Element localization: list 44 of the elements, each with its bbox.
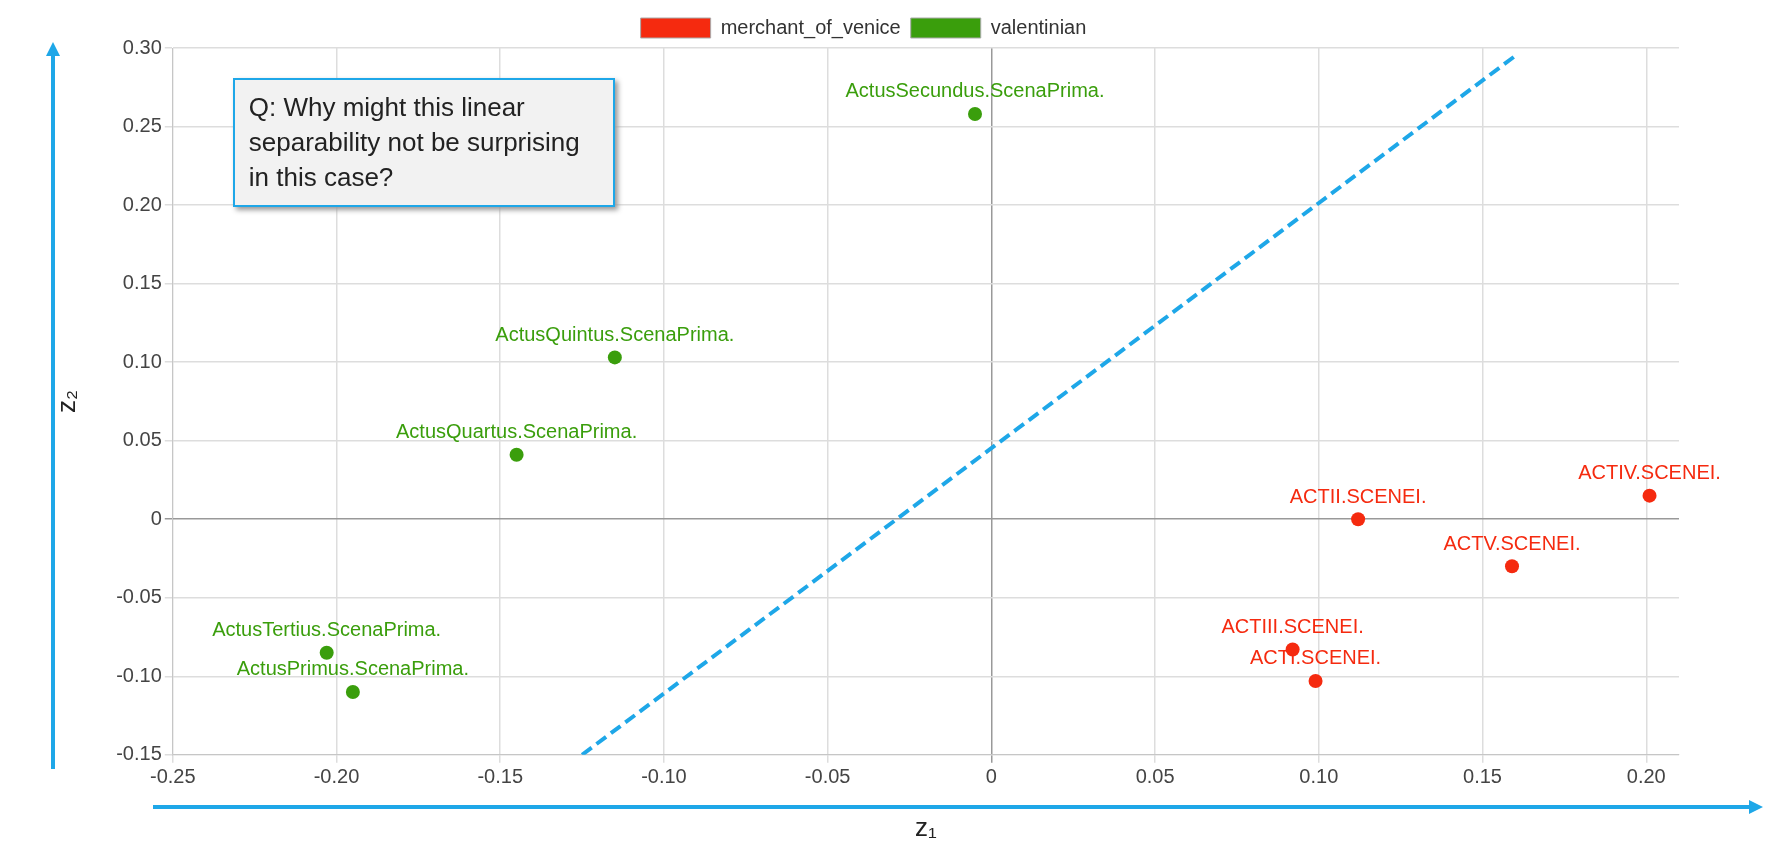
- y-tick-label: -0.10: [116, 663, 162, 686]
- x-tick-label: -0.25: [149, 765, 196, 788]
- y-tick-label: 0.20: [122, 192, 162, 215]
- annotation: ACTI.SCENEI.: [1249, 646, 1382, 669]
- x-tick-label: -0.05: [804, 765, 851, 788]
- x-tick-label: 0.15: [1463, 765, 1503, 788]
- annotation: ActusPrimus.ScenaPrima.: [236, 657, 470, 680]
- point: [319, 645, 334, 660]
- annotation: ACTIV.SCENEI.: [1578, 461, 1721, 484]
- y-tick-label: -0.15: [116, 742, 162, 765]
- annotation: ACTV.SCENEI.: [1443, 531, 1581, 554]
- annotation: ActusSecundus.ScenaPrima.: [845, 79, 1105, 102]
- legend-label: merchant_of_venice: [720, 15, 901, 39]
- y-tick-label: 0.30: [122, 35, 162, 58]
- point: [1351, 512, 1366, 527]
- point: [1642, 488, 1657, 503]
- x-tick-label: 0.20: [1626, 765, 1666, 788]
- y-tick-label: 0.05: [122, 428, 162, 451]
- point: [1505, 559, 1520, 574]
- legend-label: valentinian: [990, 15, 1087, 38]
- x-tick-label: 0.05: [1135, 765, 1175, 788]
- x-tick-label: 0: [985, 765, 997, 788]
- y-tick-label: 0: [150, 506, 162, 529]
- annotation: ACTII.SCENEI.: [1289, 484, 1427, 507]
- y-tick-label: 0.25: [122, 114, 162, 137]
- y-tick-label: 0.10: [122, 349, 162, 372]
- point: [345, 684, 360, 699]
- x-tick-label: -0.15: [477, 765, 524, 788]
- point: [968, 106, 983, 121]
- point: [509, 447, 524, 462]
- x-axis-title: z₁: [915, 811, 937, 842]
- annotation: Q: Why might this linear separability not be surprising in this case?: [232, 78, 615, 208]
- y-tick-label: 0.15: [122, 271, 162, 294]
- annotation: ActusQuartus.ScenaPrima.: [395, 420, 638, 443]
- annotation: ActusQuintus.ScenaPrima.: [495, 322, 735, 345]
- point: [607, 350, 622, 365]
- y-tick-label: -0.05: [116, 585, 162, 608]
- y-axis-title: z₂: [50, 389, 81, 413]
- x-tick-label: -0.10: [641, 765, 687, 788]
- point: [1308, 673, 1323, 688]
- annotation: ACTIII.SCENEI.: [1221, 615, 1364, 638]
- x-tick-label: -0.20: [313, 765, 360, 788]
- x-tick-label: 0.10: [1299, 765, 1339, 788]
- annotation: ActusTertius.ScenaPrima.: [212, 618, 442, 641]
